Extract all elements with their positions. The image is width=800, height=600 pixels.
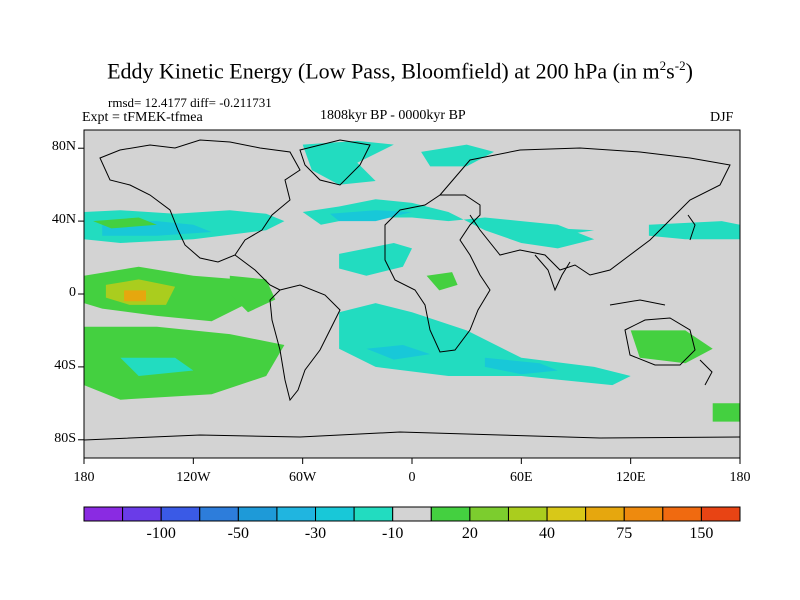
colorbar-label: -10 bbox=[382, 525, 404, 542]
colorbar-label: -30 bbox=[304, 525, 327, 542]
figure-title: Eddy Kinetic Energy (Low Pass, Bloomfiel… bbox=[107, 58, 693, 84]
colorbar-swatch-6 bbox=[315, 506, 355, 522]
colorbar-swatch-15 bbox=[662, 506, 702, 522]
experiment-label: Expt = tFMEK-tfmea bbox=[82, 110, 203, 125]
x-tick-label: 180 bbox=[73, 470, 95, 485]
colorbar-swatch-10 bbox=[469, 506, 509, 522]
y-tick-label: 40S bbox=[54, 357, 76, 373]
colorbar-label: -100 bbox=[146, 525, 176, 542]
x-tick-label: 60W bbox=[289, 470, 317, 485]
colorbar-swatch-9 bbox=[430, 506, 471, 522]
y-tick-label: 80S bbox=[54, 430, 76, 446]
heatmap-region-15 bbox=[229, 275, 276, 313]
heatmap-regions bbox=[84, 140, 740, 422]
heatmap-region-11 bbox=[503, 224, 595, 236]
colorbar-swatch-7 bbox=[353, 506, 394, 522]
x-tick-label: 120E bbox=[615, 470, 646, 485]
x-tick-label: 180 bbox=[729, 470, 751, 485]
colorbar-label: 75 bbox=[616, 525, 633, 542]
colorbar-swatch-1 bbox=[122, 506, 162, 522]
season-label: DJF bbox=[710, 110, 734, 125]
colorbar-swatch-11 bbox=[507, 506, 548, 522]
colorbar-label: 150 bbox=[689, 525, 714, 542]
colorbar-label: -50 bbox=[227, 525, 250, 542]
colorbar-label: 40 bbox=[539, 525, 556, 542]
heatmap-region-10 bbox=[648, 221, 740, 240]
heatmap-region-16 bbox=[84, 326, 285, 400]
colorbar-swatch-2 bbox=[160, 506, 201, 522]
coastlines bbox=[83, 139, 741, 441]
x-tick-label: 120W bbox=[176, 470, 211, 485]
stats-label: rmsd= 12.4177 diff= -0.211731 bbox=[108, 95, 272, 110]
colorbar-swatch-13 bbox=[585, 506, 625, 522]
colorbar-swatch-16 bbox=[700, 506, 741, 522]
colorbar bbox=[83, 506, 741, 522]
heatmap-region-8 bbox=[366, 345, 431, 360]
colorbar-swatch-12 bbox=[546, 506, 587, 522]
heatmap-region-3 bbox=[330, 210, 412, 222]
x-tick-label: 0 bbox=[408, 470, 416, 485]
y-tick-label: 0 bbox=[69, 285, 76, 300]
heatmap-region-5 bbox=[421, 144, 494, 167]
heatmap-region-18 bbox=[426, 272, 458, 291]
colorbar-swatch-3 bbox=[199, 506, 239, 522]
colorbar-swatch-8 bbox=[392, 506, 432, 522]
heatmap-region-17 bbox=[120, 357, 194, 376]
heatmap-region-20 bbox=[93, 217, 157, 229]
colorbar-swatch-5 bbox=[276, 506, 317, 522]
colorbar-swatch-4 bbox=[237, 506, 278, 522]
heatmap-region-7 bbox=[339, 303, 631, 386]
x-tick-label: 60E bbox=[510, 470, 533, 485]
heatmap-region-21 bbox=[712, 403, 740, 422]
heatmap-region-9 bbox=[484, 357, 558, 375]
heatmap-region-4 bbox=[302, 140, 394, 185]
colorbar-label: 20 bbox=[461, 525, 478, 542]
heatmap-region-6 bbox=[339, 243, 412, 276]
axis-ticks bbox=[78, 147, 741, 464]
colorbar-swatch-14 bbox=[623, 506, 664, 522]
y-tick-label: 80N bbox=[51, 139, 76, 155]
colorbar-swatch-0 bbox=[83, 506, 124, 522]
period-label: 1808kyr BP - 0000kyr BP bbox=[320, 108, 466, 123]
y-tick-label: 40N bbox=[51, 212, 76, 228]
heatmap-region-14 bbox=[124, 290, 146, 302]
